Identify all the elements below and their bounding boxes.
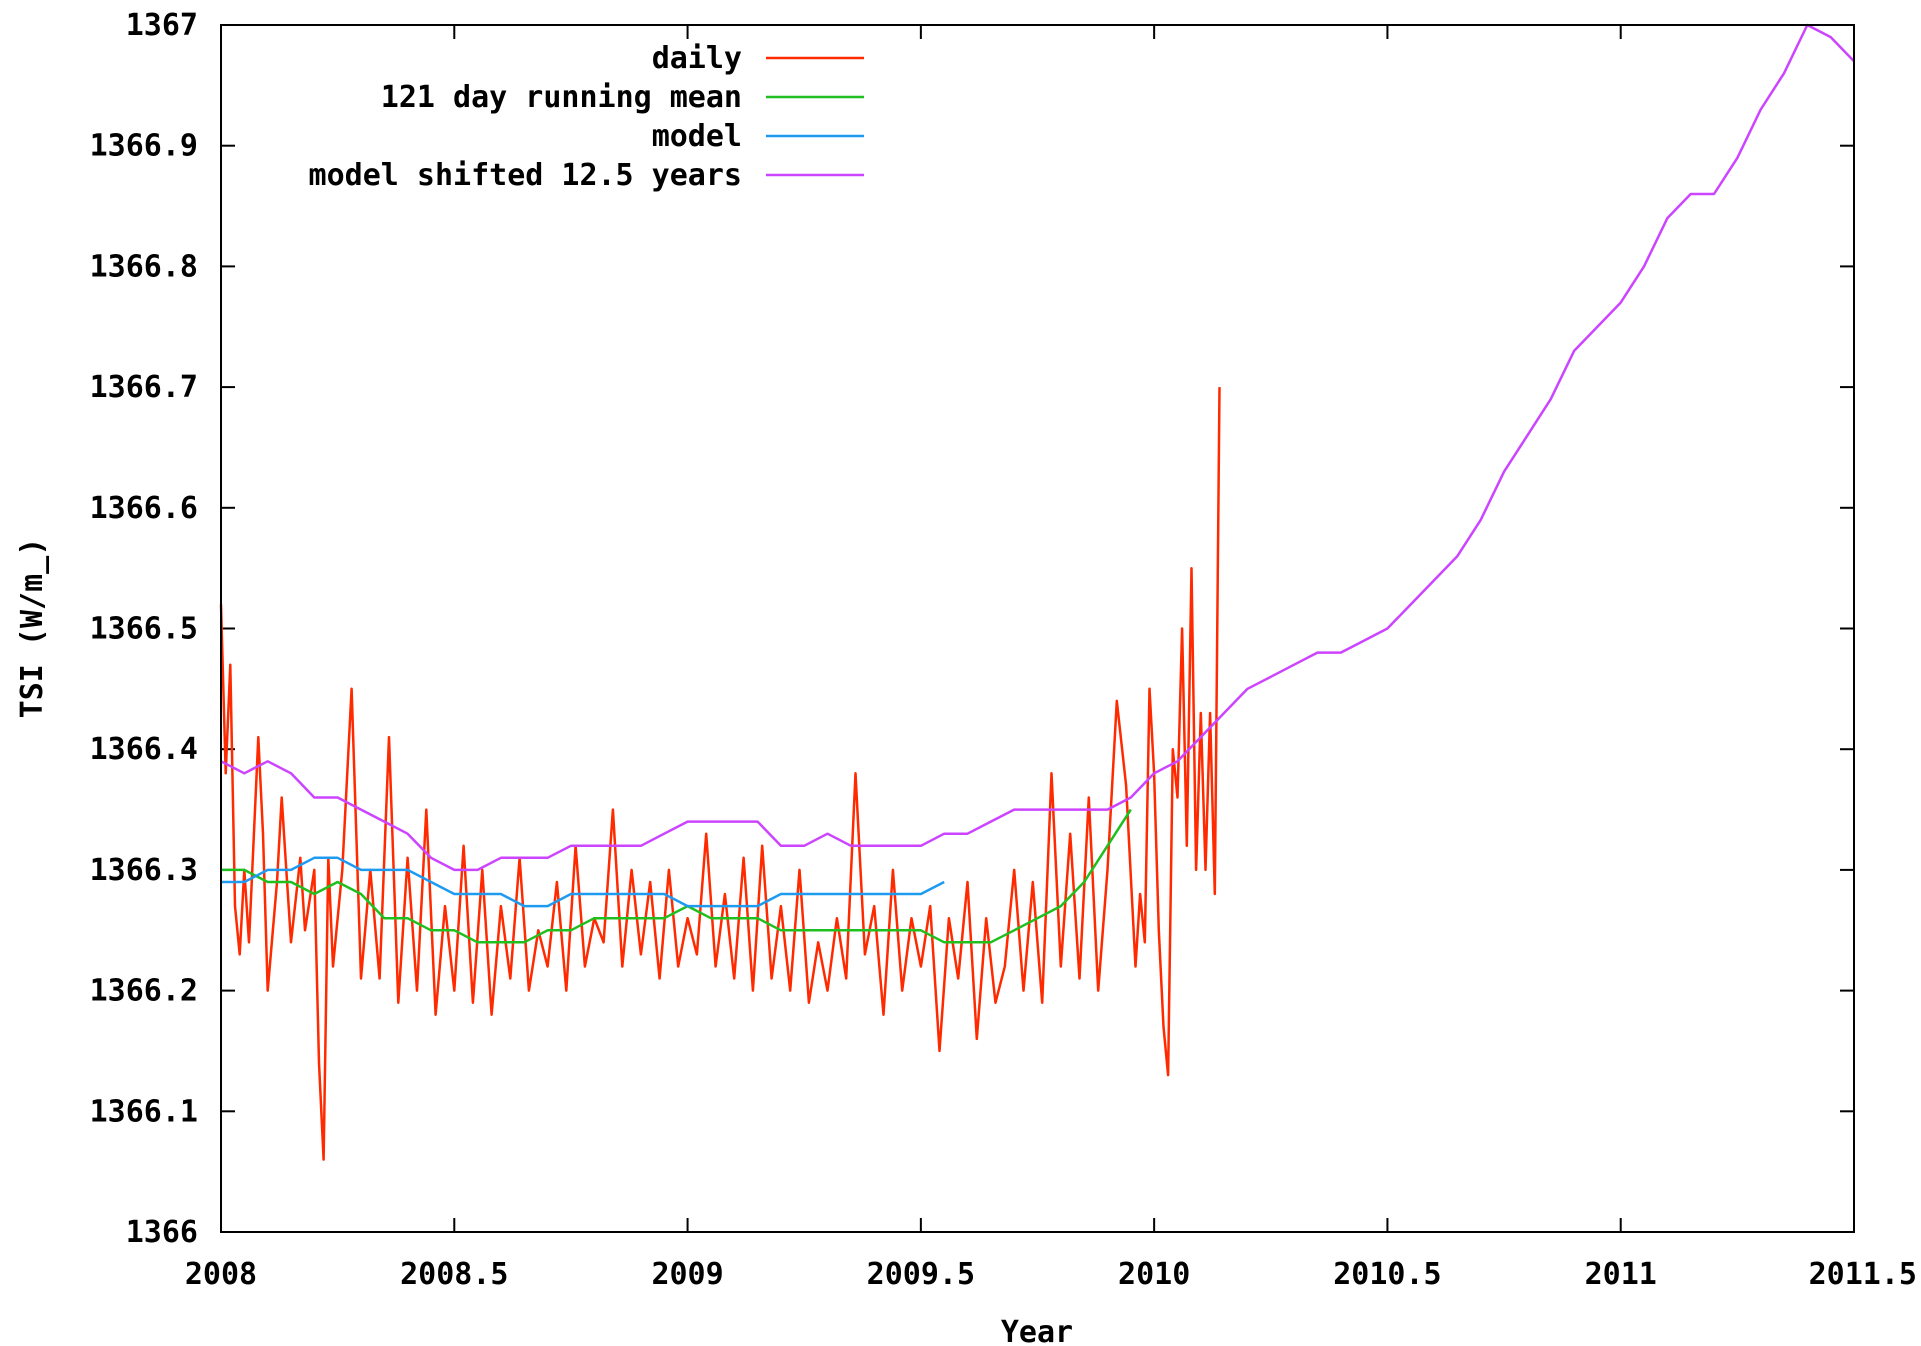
x-tick-labels: 2008 2008.5 2009 2009.5 2010 2010.5 2011 2011.5 — [185, 1257, 1917, 1292]
y-tick-label: 1366.4 — [90, 732, 198, 767]
x-tick-label: 2008.5 — [400, 1257, 508, 1292]
series-line-121-day-running-mean — [221, 808, 1132, 944]
x-axis-title: Year — [1001, 1315, 1073, 1346]
y-tick-label: 1366.6 — [90, 491, 198, 526]
plot-frame — [220, 24, 1855, 1233]
y-tick-label: 1366 — [126, 1215, 198, 1250]
series-line-model — [221, 856, 945, 908]
legend: daily 121 day running mean model model shif… — [309, 41, 864, 193]
x-tick-label: 2008 — [185, 1257, 257, 1292]
y-tick-label: 1366.1 — [90, 1094, 198, 1129]
y-tick-label: 1366.2 — [90, 974, 198, 1009]
x-tick-label: 2011.5 — [1809, 1257, 1917, 1292]
legend-label-daily: daily — [652, 41, 742, 76]
series-line-model-shifted-12-5-years — [220, 23, 1855, 872]
legend-label-model-shifted-12-5-years: model shifted 12.5 years — [309, 158, 742, 193]
y-tick-labels: 1366 1366.1 1366.2 1366.3 1366.4 1366.5 1366.6… — [90, 8, 198, 1250]
y-tick-label: 1366.8 — [90, 249, 198, 284]
y-tick-label: 1366.3 — [90, 853, 198, 888]
y-tick-label: 1367 — [126, 8, 198, 43]
legend-label-model: model — [652, 119, 742, 154]
series-line-daily — [219, 387, 1221, 1161]
y-axis-title: TSI (W/m_) — [15, 538, 50, 719]
x-tick-label: 2010 — [1118, 1257, 1190, 1292]
x-tick-label: 2009.5 — [867, 1257, 975, 1292]
series-layer — [219, 23, 1855, 1161]
legend-label-121-day-running-mean: 121 day running mean — [381, 80, 742, 115]
y-tick-label: 1366.9 — [90, 129, 198, 164]
x-tick-label: 2010.5 — [1333, 1257, 1441, 1292]
y-tick-label: 1366.7 — [90, 370, 198, 405]
x-tick-label: 2011 — [1585, 1257, 1657, 1292]
y-tick-label: 1366.5 — [90, 612, 198, 647]
x-tick-label: 2009 — [651, 1257, 723, 1292]
